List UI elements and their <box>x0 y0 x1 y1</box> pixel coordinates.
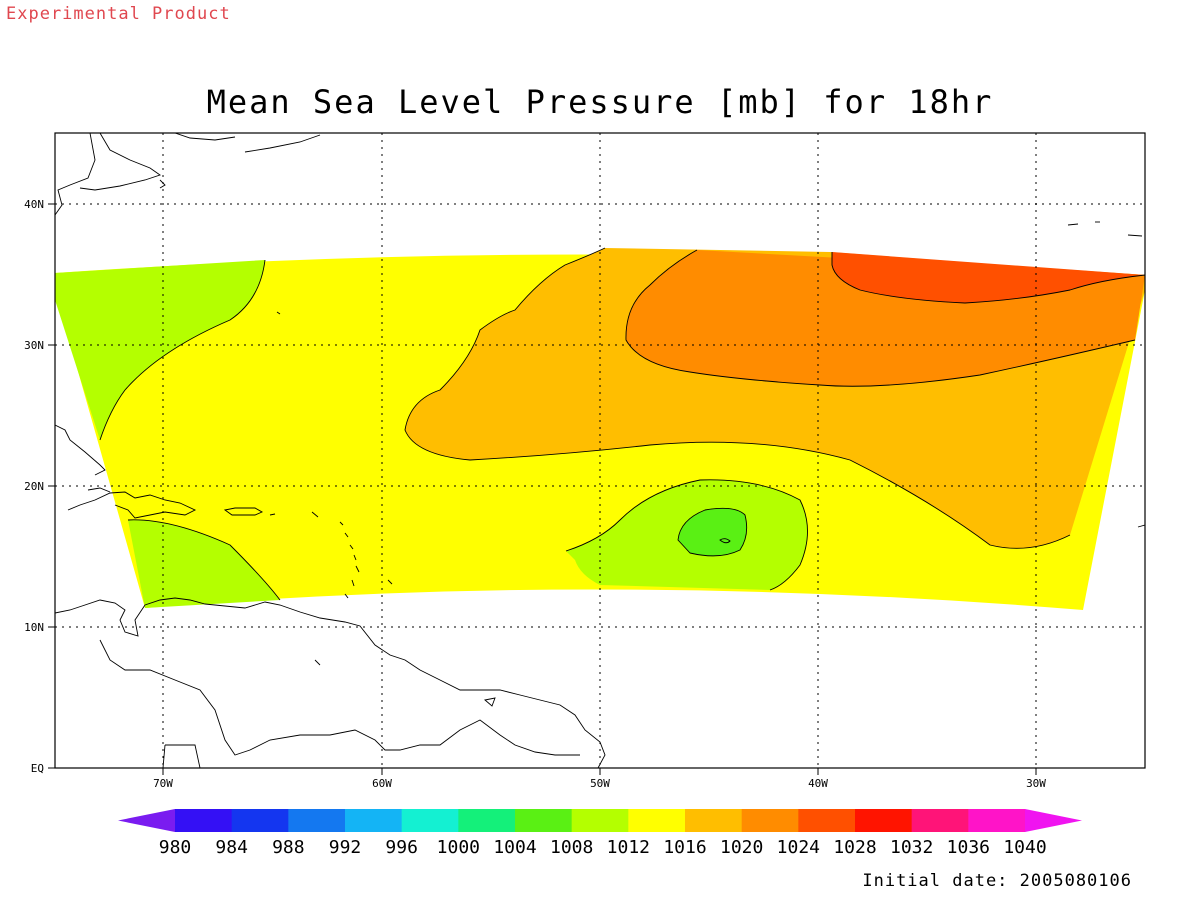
lon-tick-label: 30W <box>1026 777 1046 790</box>
colorbar-segment <box>741 809 799 832</box>
colorbar-segment <box>911 809 969 832</box>
colorbar-label: 1008 <box>550 837 593 858</box>
colorbar-label: 1024 <box>777 837 820 858</box>
lat-axis-labels: EQ 10N 20N 30N 40N <box>24 198 44 775</box>
contour-lines <box>99 247 1145 601</box>
region-1004-1008-core <box>678 508 747 556</box>
colorbar-segment <box>685 809 743 832</box>
colorbar-label: 1036 <box>947 837 990 858</box>
colorbar-segment <box>1025 809 1082 832</box>
colorbar-segment <box>515 809 573 832</box>
colorbar-label: 1020 <box>720 837 763 858</box>
lat-tick-label: 10N <box>24 621 44 634</box>
colorbar-label: 1012 <box>607 837 650 858</box>
colorbar-label: 988 <box>272 837 305 858</box>
colorbar-label: 992 <box>329 837 362 858</box>
region-1008-1012-caribbean <box>128 519 280 608</box>
colorbar-label: 1016 <box>663 837 706 858</box>
colorbar-label: 1040 <box>1003 837 1046 858</box>
map-title: Mean Sea Level Pressure [mb] for 18hr <box>206 83 994 121</box>
coastlines <box>55 133 1145 768</box>
colorbar-segment <box>458 809 516 832</box>
colorbar-segment <box>968 809 1026 832</box>
lon-tick-label: 40W <box>808 777 828 790</box>
colorbar-label: 984 <box>215 837 248 858</box>
lon-axis-labels: 70W 60W 50W 40W 30W <box>153 777 1046 790</box>
colorbar-segment <box>231 809 289 832</box>
lon-tick-label: 70W <box>153 777 173 790</box>
lon-tick-label: 50W <box>590 777 610 790</box>
lat-tick-label: 30N <box>24 339 44 352</box>
colorbar-label: 980 <box>159 837 192 858</box>
lat-tick-label: 40N <box>24 198 44 211</box>
colorbar-label: 1004 <box>493 837 536 858</box>
colorbar-label: 1028 <box>833 837 876 858</box>
tick-marks <box>48 203 1037 775</box>
colorbar-segment <box>628 809 686 832</box>
colorbar-segment <box>571 809 629 832</box>
colorbar-label: 996 <box>385 837 418 858</box>
colorbar-segment <box>345 809 403 832</box>
lon-tick-label: 60W <box>372 777 392 790</box>
colorbar-segment <box>401 809 459 832</box>
colorbar-segment <box>798 809 856 832</box>
colorbar-segment <box>288 809 346 832</box>
region-1008-1012-west <box>55 260 265 440</box>
gridlines <box>55 133 1145 768</box>
colorbar: 980 984 988 992 996 1000 1004 1008 1012 1016 1020 1… <box>118 809 1082 858</box>
colorbar-segment <box>855 809 913 832</box>
pressure-field <box>55 133 1145 768</box>
initial-date: Initial date: 2005080106 <box>862 871 1132 891</box>
experimental-product-label: Experimental Product <box>6 4 231 24</box>
colorbar-label: 1000 <box>437 837 480 858</box>
colorbar-segment <box>175 809 233 832</box>
lat-tick-label: EQ <box>31 762 44 775</box>
colorbar-label: 1032 <box>890 837 933 858</box>
colorbar-segment <box>118 809 175 832</box>
lat-tick-label: 20N <box>24 480 44 493</box>
